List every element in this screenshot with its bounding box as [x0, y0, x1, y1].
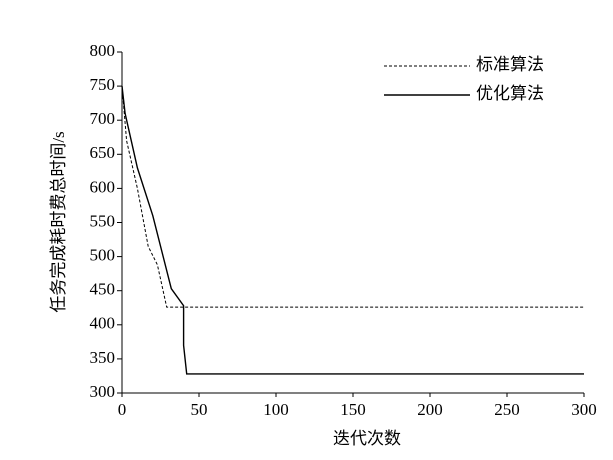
y-tick-label: 750 — [90, 75, 116, 94]
x-tick-label: 250 — [494, 400, 520, 419]
y-tick-label: 300 — [90, 382, 116, 401]
x-tick-label: 50 — [191, 400, 208, 419]
series-line — [121, 86, 584, 308]
y-tick-label: 350 — [90, 348, 116, 367]
y-tick-label: 800 — [90, 41, 116, 60]
x-tick-label: 0 — [118, 400, 127, 419]
x-tick-label: 100 — [263, 400, 289, 419]
legend-label: 优化算法 — [476, 84, 544, 103]
x-tick-label: 300 — [571, 400, 597, 419]
legend-label: 标准算法 — [476, 55, 544, 74]
y-tick-label: 700 — [90, 109, 116, 128]
x-axis-label: 迭代次数 — [333, 429, 401, 448]
y-tick-label: 400 — [90, 314, 116, 333]
y-tick-label: 550 — [90, 211, 116, 230]
y-axis-label: 任务完成耗时费总时间/s — [49, 131, 68, 312]
series-line — [121, 86, 584, 375]
x-tick-label: 200 — [417, 400, 443, 419]
x-tick-label: 150 — [340, 400, 366, 419]
y-tick-label: 450 — [90, 280, 116, 299]
y-tick-label: 650 — [90, 143, 116, 162]
y-tick-label: 600 — [90, 177, 116, 196]
y-tick-label: 500 — [90, 246, 116, 265]
